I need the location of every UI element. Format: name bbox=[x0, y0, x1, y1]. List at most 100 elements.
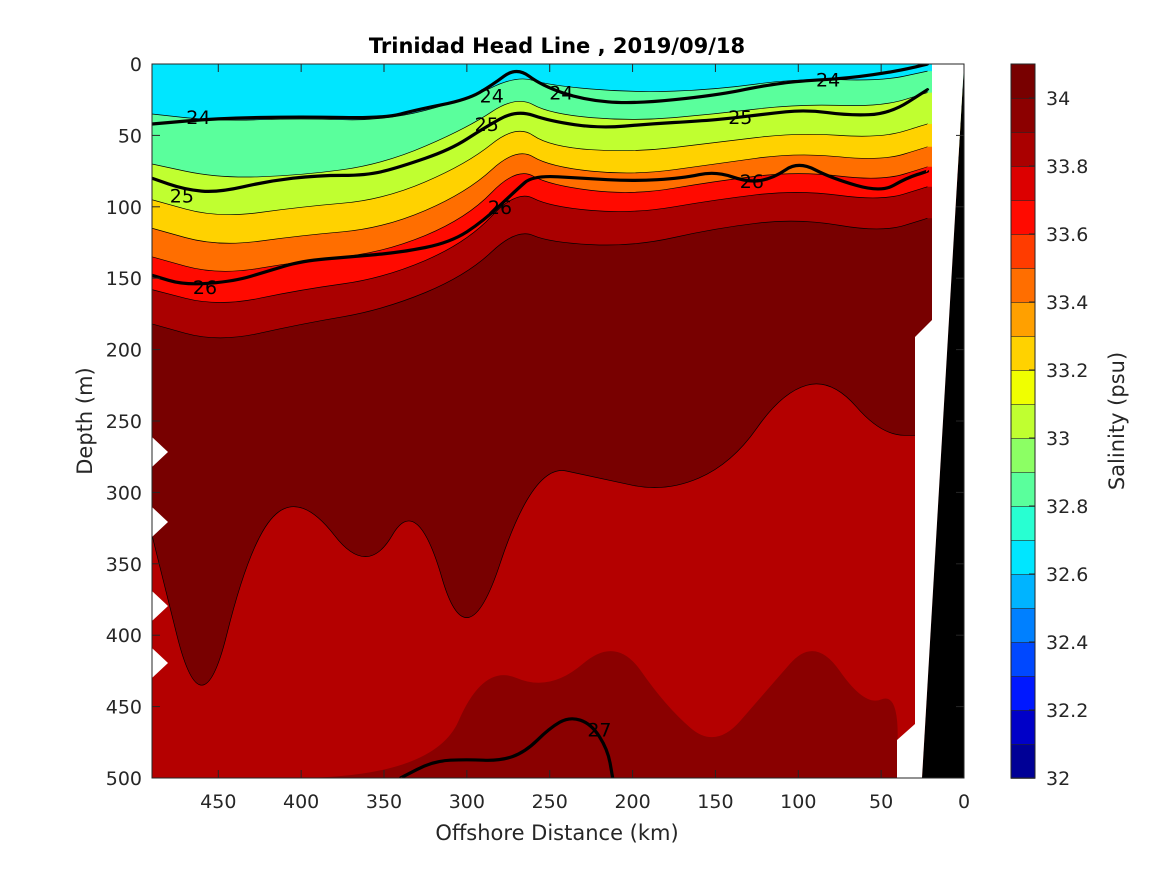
x-tick-label: 300 bbox=[449, 791, 485, 813]
chart-title: Trinidad Head Line , 2019/09/18 bbox=[369, 34, 745, 58]
contour-labels: 24 24 24 24 25 25 25 26 26 26 27 bbox=[170, 70, 840, 742]
colorbar-swatch bbox=[1010, 573, 1036, 609]
thin-contour bbox=[152, 92, 928, 178]
colorbar-swatch bbox=[1010, 63, 1036, 99]
contour-label-24: 24 bbox=[816, 70, 840, 92]
nodata-mask bbox=[915, 64, 964, 778]
contour-label-25: 25 bbox=[475, 114, 499, 136]
colorbar-swatch bbox=[1010, 369, 1036, 405]
x-tick-label: 350 bbox=[366, 791, 402, 813]
colorbar-swatch bbox=[1010, 233, 1036, 269]
x-axis-ticks: 450 400 350 300 250 200 150 100 50 0 bbox=[200, 64, 970, 813]
colorbar-tick-label: 32.2 bbox=[1046, 700, 1088, 722]
y-tick-label: 150 bbox=[106, 268, 142, 290]
thin-contour bbox=[152, 217, 928, 339]
colorbar-tick-label: 32 bbox=[1046, 768, 1070, 790]
contour-label-text: 26 bbox=[488, 197, 512, 219]
y-axis-label: Depth (m) bbox=[73, 367, 97, 474]
colorbar-swatch bbox=[1010, 97, 1036, 133]
y-tick-label: 300 bbox=[106, 482, 142, 504]
colorbar-ticks: 32 32.2 32.4 32.6 32.8 33 33.2 33.4 33.6 33.8 34 bbox=[1029, 88, 1088, 790]
colorbar-swatch bbox=[1010, 539, 1036, 575]
y-tick-label: 0 bbox=[130, 54, 142, 76]
colorbar-tick-label: 33.6 bbox=[1046, 224, 1088, 246]
colorbar-swatch bbox=[1010, 607, 1036, 643]
salinity-fills bbox=[152, 64, 964, 778]
contour-label-25: 25 bbox=[728, 107, 752, 129]
x-tick-label: 150 bbox=[697, 791, 733, 813]
contour-label-text: 25 bbox=[728, 107, 752, 129]
x-axis-label: Offshore Distance (km) bbox=[435, 821, 678, 845]
thin-contour bbox=[152, 166, 928, 272]
thin-contour bbox=[152, 383, 928, 686]
contour-label-text: 24 bbox=[549, 83, 573, 105]
x-tick-label: 50 bbox=[869, 791, 893, 813]
thin-contour bbox=[152, 146, 928, 244]
y-tick-label: 200 bbox=[106, 340, 142, 362]
contour-label-text: 25 bbox=[475, 114, 499, 136]
y-tick-label: 250 bbox=[106, 411, 142, 433]
contour-label-24: 24 bbox=[186, 107, 210, 129]
colorbar-swatch bbox=[1010, 335, 1036, 371]
colorbar-frame bbox=[1010, 63, 1036, 779]
thin-contour bbox=[152, 186, 928, 303]
thin-contour bbox=[152, 123, 928, 215]
gap-3 bbox=[152, 591, 168, 621]
nodata-notch bbox=[897, 724, 915, 778]
colorbar-tick-label: 33 bbox=[1046, 428, 1070, 450]
density-contour-26 bbox=[152, 163, 930, 286]
contour-label-27: 27 bbox=[587, 719, 611, 741]
x-tick-label: 450 bbox=[200, 791, 236, 813]
colorbar-swatch bbox=[1010, 403, 1036, 439]
colorbar-tick-label: 32.8 bbox=[1046, 496, 1088, 518]
gap-2 bbox=[152, 507, 168, 537]
contour-label-text: 24 bbox=[480, 85, 504, 107]
gap-4 bbox=[152, 648, 168, 678]
density-contour-27 bbox=[398, 717, 615, 778]
colorbar-swatch bbox=[1010, 437, 1036, 473]
gap-1 bbox=[152, 437, 168, 467]
colorbar-tick-label: 33.4 bbox=[1046, 292, 1088, 314]
colorbar-swatch bbox=[1010, 505, 1036, 541]
colorbar-swatch bbox=[1010, 675, 1036, 711]
y-tick-label: 500 bbox=[106, 768, 142, 790]
y-tick-label: 400 bbox=[106, 625, 142, 647]
fill-band-deep bbox=[152, 383, 928, 778]
colorbar bbox=[1010, 63, 1036, 779]
contour-label-text: 27 bbox=[587, 719, 611, 741]
contour-label-24: 24 bbox=[549, 83, 573, 105]
colorbar-tick-label: 33.8 bbox=[1046, 156, 1088, 178]
colorbar-swatch bbox=[1010, 301, 1036, 337]
colorbar-tick-label: 32.6 bbox=[1046, 564, 1088, 586]
colorbar-swatch bbox=[1010, 131, 1036, 167]
colorbar-swatch bbox=[1010, 165, 1036, 201]
fill-deep-core bbox=[152, 651, 898, 778]
x-tick-label: 400 bbox=[283, 791, 319, 813]
density-contours bbox=[152, 64, 930, 778]
colorbar-swatch bbox=[1010, 709, 1036, 745]
x-tick-label: 200 bbox=[614, 791, 650, 813]
colorbar-swatch bbox=[1010, 743, 1036, 779]
x-tick-label: 250 bbox=[532, 791, 568, 813]
y-tick-label: 50 bbox=[118, 125, 142, 147]
density-contour-24 bbox=[152, 64, 930, 126]
contour-label-26: 26 bbox=[740, 171, 764, 193]
colorbar-label: Salinity (psu) bbox=[1105, 352, 1129, 490]
colorbar-swatch bbox=[1010, 641, 1036, 677]
density-contour-25 bbox=[152, 88, 930, 193]
contour-label-24: 24 bbox=[480, 85, 504, 107]
colorbar-swatch bbox=[1010, 199, 1036, 235]
contour-label-text: 26 bbox=[740, 171, 764, 193]
colorbar-tick-label: 34 bbox=[1046, 88, 1070, 110]
y-tick-label: 350 bbox=[106, 554, 142, 576]
colorbar-tick-label: 32.4 bbox=[1046, 632, 1088, 654]
contour-label-26: 26 bbox=[193, 277, 217, 299]
colorbar-tick-label: 33.2 bbox=[1046, 360, 1088, 382]
contour-label-26: 26 bbox=[488, 197, 512, 219]
contour-label-25: 25 bbox=[170, 185, 194, 207]
y-tick-label: 450 bbox=[106, 697, 142, 719]
x-tick-label: 0 bbox=[958, 791, 970, 813]
y-tick-label: 100 bbox=[106, 197, 142, 219]
colorbar-swatch bbox=[1010, 471, 1036, 507]
